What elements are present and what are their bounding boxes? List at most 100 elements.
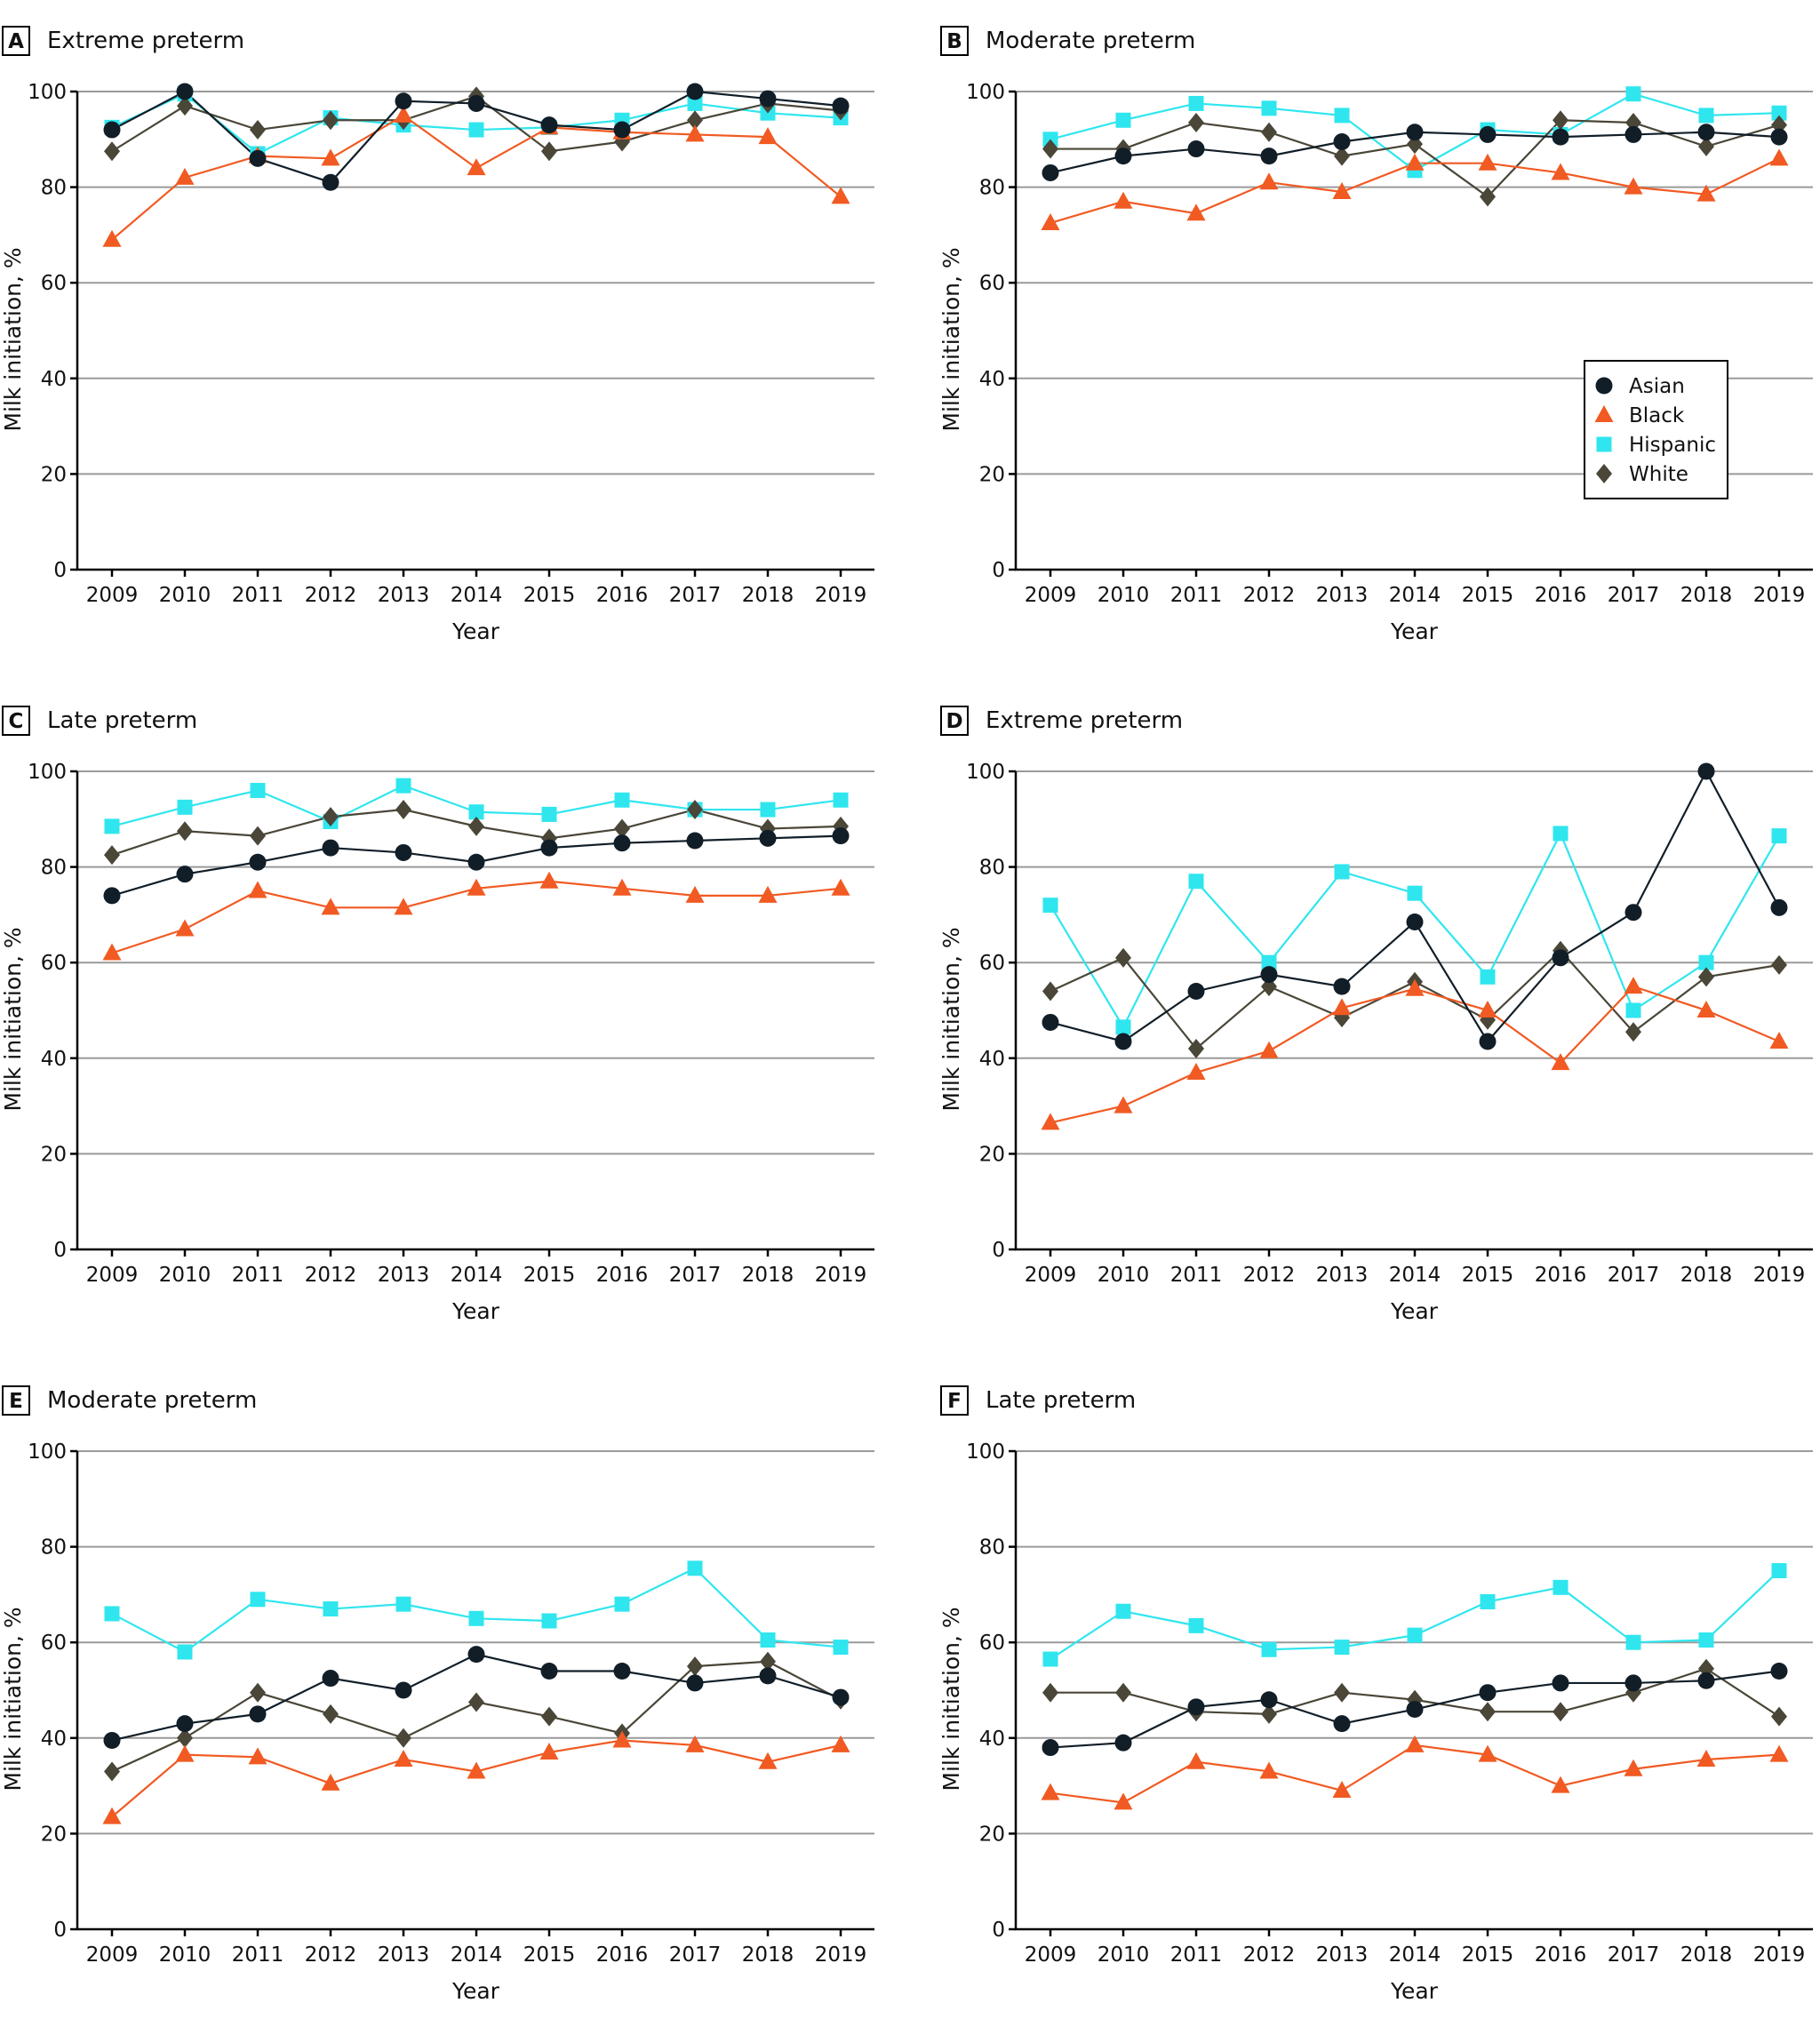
panel-c-hispanic-point-2011 bbox=[250, 783, 266, 799]
panel-c-title: Late preterm bbox=[47, 707, 197, 734]
panel-e-xtick-label-2013: 2013 bbox=[378, 1943, 430, 1967]
panel-f-white-point-2013 bbox=[1334, 1682, 1350, 1703]
panel-d-xtick-label-2009: 2009 bbox=[1025, 1264, 1077, 1287]
panel-b-black-point-2013 bbox=[1332, 181, 1352, 199]
panel-f-black-point-2013 bbox=[1332, 1780, 1352, 1798]
panel-c-black-point-2019 bbox=[831, 878, 850, 896]
panel-c-hispanic-point-2013 bbox=[395, 778, 411, 794]
panel-a-black-point-2012 bbox=[321, 148, 340, 166]
panel-d-white-point-2010 bbox=[1115, 947, 1131, 968]
panel-e-asian-point-2017 bbox=[686, 1674, 704, 1692]
panel-e-xtick-label-2011: 2011 bbox=[232, 1943, 284, 1967]
panel-f-asian-point-2016 bbox=[1552, 1674, 1569, 1692]
panel-e-black-point-2014 bbox=[467, 1761, 486, 1779]
panel-e-white-point-2012 bbox=[323, 1704, 339, 1724]
panel-a-xtick-label-2013: 2013 bbox=[378, 584, 430, 607]
panel-d-xtick-label-2010: 2010 bbox=[1098, 1264, 1150, 1287]
panel-b-xtick-label-2009: 2009 bbox=[1025, 584, 1077, 607]
panel-b-xtick-label-2011: 2011 bbox=[1170, 584, 1223, 607]
panel-d-hispanic-point-2011 bbox=[1188, 874, 1204, 890]
panel-e-xtick-label-2016: 2016 bbox=[596, 1943, 649, 1967]
panel-e-hispanic-point-2009 bbox=[104, 1606, 120, 1622]
legend-marker-asian bbox=[1595, 377, 1613, 395]
panel-f-black-point-2009 bbox=[1041, 1783, 1060, 1800]
panel-c-black-point-2010 bbox=[175, 919, 195, 937]
panel-d-asian-point-2019 bbox=[1770, 898, 1788, 916]
panel-b-hispanic-point-2018 bbox=[1698, 108, 1714, 124]
panel-f-asian-point-2017 bbox=[1624, 1674, 1642, 1692]
panel-d-hispanic-point-2015 bbox=[1480, 969, 1496, 985]
panel-b-xtick-label-2014: 2014 bbox=[1389, 584, 1441, 607]
panel-d-black-point-2014 bbox=[1405, 978, 1425, 996]
panel-a-asian-point-2018 bbox=[759, 90, 777, 108]
panel-a-hispanic-point-2014 bbox=[468, 122, 484, 138]
panel-c-white-point-2012 bbox=[323, 807, 339, 827]
panel-d-asian-point-2017 bbox=[1624, 904, 1642, 922]
panel-a-ytick-label-0: 0 bbox=[53, 559, 67, 582]
panel-c-ylabel: Milk initiation, % bbox=[0, 927, 26, 1111]
panel-d-black-point-2016 bbox=[1551, 1053, 1570, 1071]
panel-c: C Late preterm 0 20 40 60 80 100 2009 2010 2011 201… bbox=[0, 706, 874, 1324]
panel-c-xtick-label-2018: 2018 bbox=[742, 1264, 794, 1287]
panel-d-asian-point-2010 bbox=[1114, 1033, 1132, 1050]
panel-f-asian-point-2019 bbox=[1770, 1662, 1788, 1680]
panel-f-black-point-2010 bbox=[1114, 1792, 1133, 1810]
panel-e-xtick-label-2009: 2009 bbox=[86, 1943, 139, 1967]
panel-d-ytick-label-60: 60 bbox=[979, 952, 1005, 975]
panel-e-white-point-2014 bbox=[468, 1692, 484, 1712]
panel-b-asian-point-2019 bbox=[1770, 128, 1788, 146]
panel-b-axes bbox=[1014, 92, 1813, 571]
panel-b-xtick-label-2016: 2016 bbox=[1535, 584, 1587, 607]
panel-e-hispanic-point-2010 bbox=[177, 1644, 193, 1660]
panel-e-hispanic-point-2015 bbox=[541, 1613, 557, 1629]
panel-c-white-point-2010 bbox=[177, 821, 193, 842]
panel-c-asian-point-2017 bbox=[686, 832, 704, 850]
panel-c-black-point-2015 bbox=[539, 871, 559, 889]
panel-b-asian-point-2010 bbox=[1114, 148, 1132, 165]
panel-a-black-point-2009 bbox=[102, 229, 122, 247]
panel-f-axes bbox=[1014, 1451, 1813, 1931]
panel-e-white-point-2018 bbox=[760, 1651, 776, 1672]
panel-b-ytick-label-0: 0 bbox=[992, 559, 1005, 582]
panel-a-white-point-2009 bbox=[104, 141, 120, 162]
panel-b-hispanic-point-2017 bbox=[1625, 86, 1641, 102]
panel-f: F Late preterm 0 20 40 60 80 100 2009 2010 2011 201… bbox=[938, 1385, 1813, 2004]
panel-f-xlabel: Year bbox=[1390, 1978, 1439, 2004]
panel-e-series-hispanic-line bbox=[111, 1567, 842, 1654]
panel-d-ytick-label-100: 100 bbox=[966, 761, 1005, 784]
panel-b-white-point-2016 bbox=[1553, 110, 1569, 131]
panel-e-letter-box bbox=[2, 1385, 30, 1416]
panel-c-asian-point-2009 bbox=[103, 887, 121, 905]
panel-a-asian-point-2019 bbox=[832, 97, 850, 115]
panel-e-white-point-2015 bbox=[541, 1706, 557, 1727]
panel-b-black-point-2017 bbox=[1624, 177, 1643, 195]
legend-marker-white bbox=[1596, 464, 1612, 483]
panel-f-xtick-label-2014: 2014 bbox=[1389, 1943, 1441, 1967]
panel-d-xtick-label-2017: 2017 bbox=[1608, 1264, 1660, 1287]
panel-b-xtick-label-2015: 2015 bbox=[1462, 584, 1514, 607]
panel-e-black-point-2016 bbox=[612, 1730, 632, 1748]
panel-f-black-point-2019 bbox=[1769, 1744, 1789, 1762]
panel-c-ytick-label-60: 60 bbox=[41, 952, 67, 975]
panel-a-ylabel: Milk initiation, % bbox=[0, 247, 26, 431]
panel-f-hispanic-point-2015 bbox=[1480, 1593, 1496, 1609]
panel-f-asian-point-2018 bbox=[1697, 1672, 1715, 1689]
panel-b-asian-point-2016 bbox=[1552, 128, 1569, 146]
panel-e-asian-point-2009 bbox=[103, 1731, 121, 1749]
panel-c-asian-point-2013 bbox=[395, 843, 412, 861]
panel-f-ytick-label-100: 100 bbox=[966, 1440, 1005, 1464]
panel-f-white-point-2012 bbox=[1261, 1704, 1277, 1724]
panel-c-ytick-label-100: 100 bbox=[28, 761, 67, 784]
panel-f-ytick-label-0: 0 bbox=[992, 1919, 1005, 1942]
panel-f-black-point-2017 bbox=[1624, 1759, 1643, 1776]
panel-d-asian-point-2014 bbox=[1406, 913, 1424, 930]
panel-a-xtick-label-2016: 2016 bbox=[596, 584, 649, 607]
panel-e-black-point-2013 bbox=[394, 1750, 413, 1768]
panel-c-xtick-label-2019: 2019 bbox=[815, 1264, 867, 1287]
panel-f-black-point-2018 bbox=[1696, 1750, 1716, 1768]
panel-f-ytick-label-60: 60 bbox=[979, 1632, 1005, 1655]
panel-b-xtick-label-2017: 2017 bbox=[1608, 584, 1660, 607]
panel-c-asian-point-2012 bbox=[322, 839, 339, 857]
panel-b-black-point-2010 bbox=[1114, 191, 1133, 209]
